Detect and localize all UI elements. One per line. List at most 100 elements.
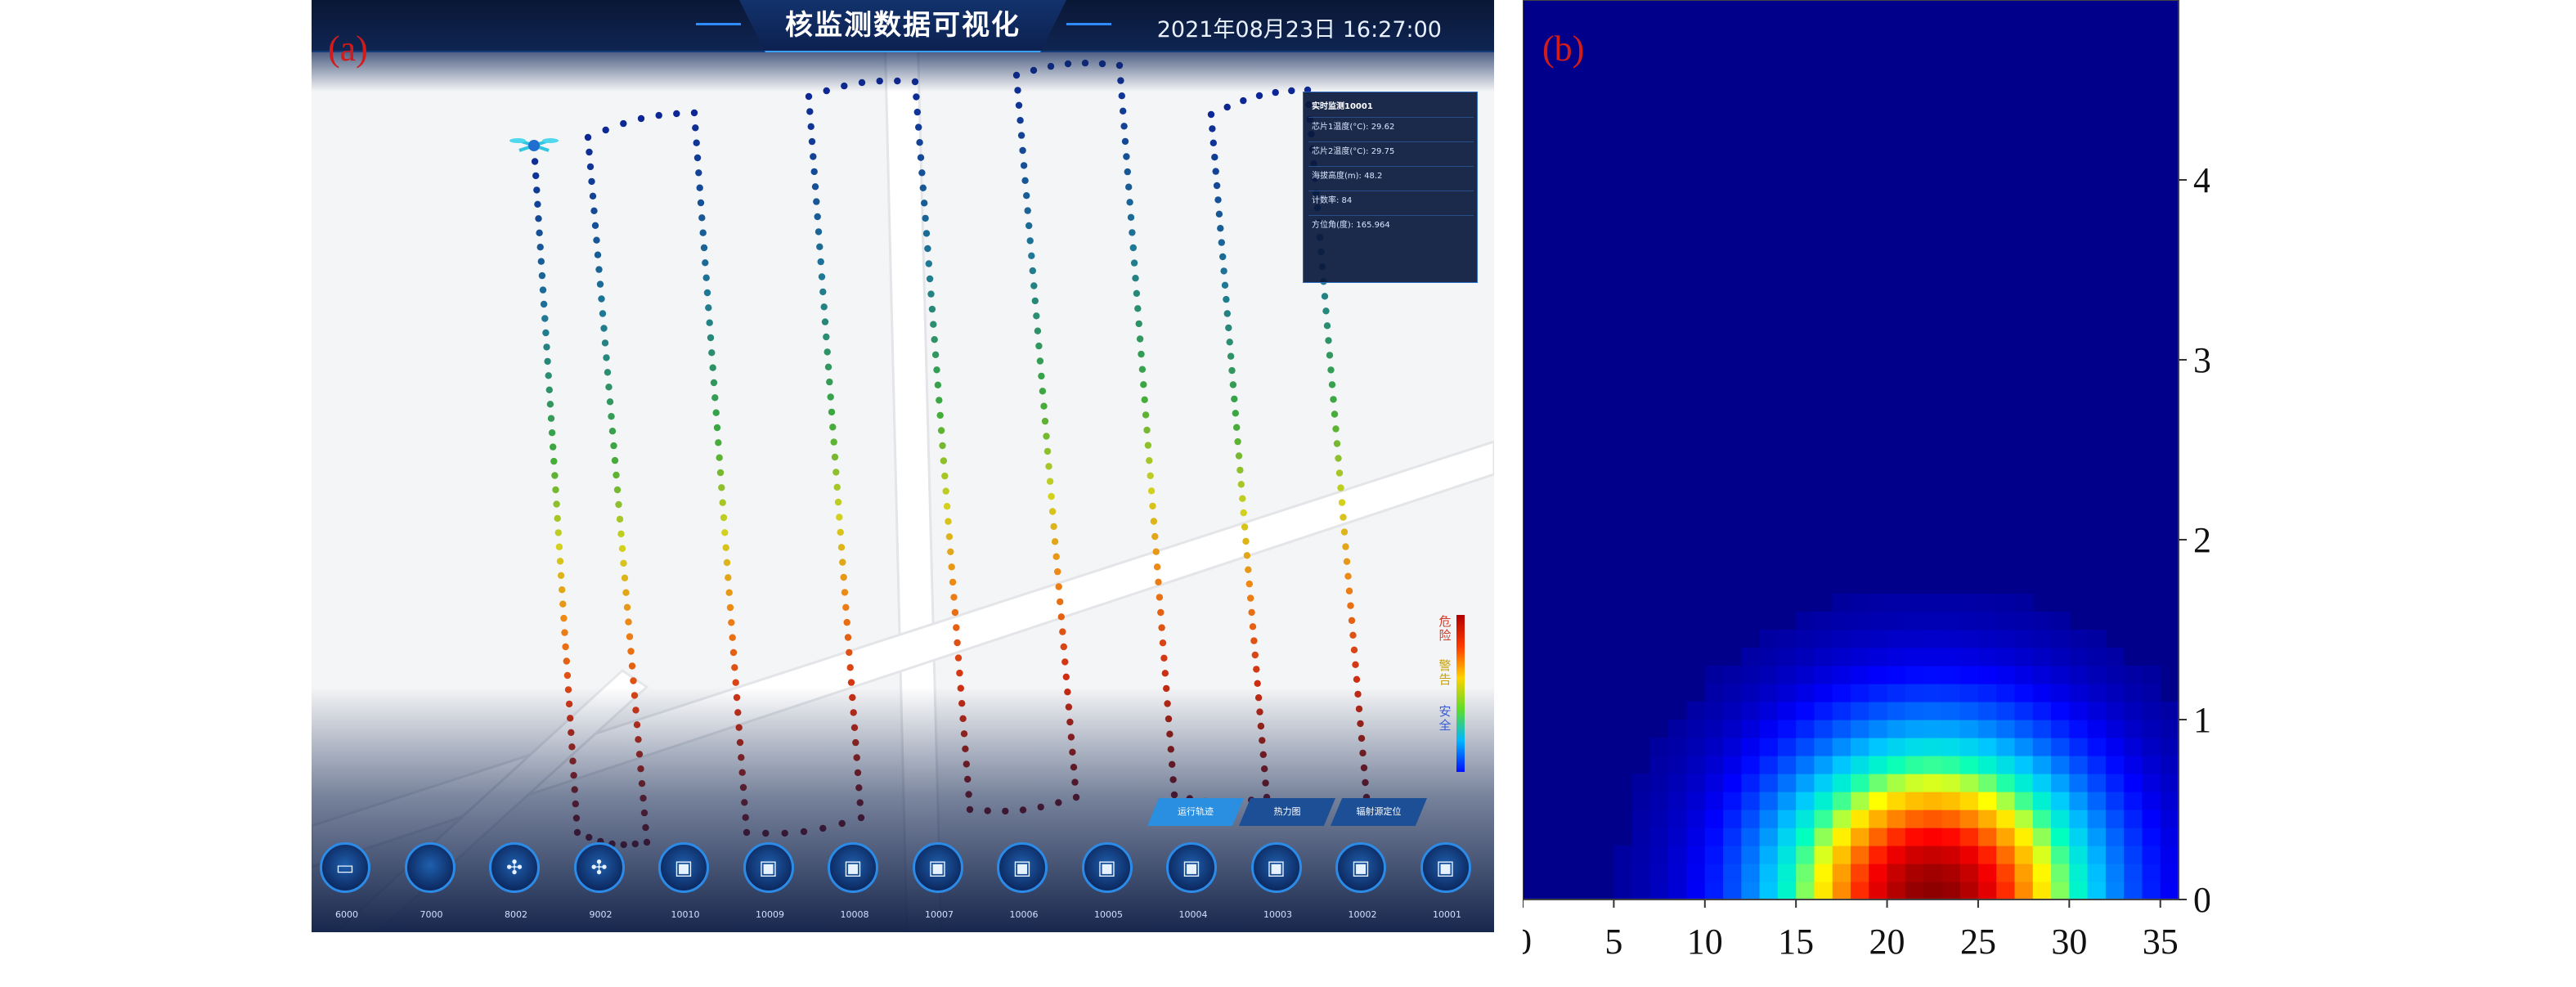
track-point bbox=[608, 428, 617, 435]
heatmap-cell bbox=[1796, 864, 1815, 882]
dock-device-7000[interactable]: 7000 bbox=[402, 842, 462, 929]
heatmap-cell bbox=[1686, 828, 1706, 846]
heatmap-cell bbox=[2014, 612, 2034, 630]
heatmap-cell bbox=[2014, 702, 2034, 720]
dock-device-10004[interactable]: ▣ 10004 bbox=[1163, 842, 1223, 929]
dock-device-10009[interactable]: ▣ 10009 bbox=[740, 842, 801, 929]
heatmap-cell bbox=[1959, 828, 1979, 846]
dock-device-10005[interactable]: ▣ 10005 bbox=[1079, 842, 1139, 929]
dock-device-10001[interactable]: ▣ 10001 bbox=[1417, 842, 1478, 929]
heatmap-cell bbox=[1941, 810, 1961, 828]
track-point bbox=[951, 608, 959, 617]
track-point bbox=[1156, 594, 1164, 601]
radiation-heatmap-chart: 0 5 10 15 20 25 30 35 0 10 20 30 40 bbox=[1523, 0, 2210, 962]
dock-device-circle[interactable]: ▣ bbox=[743, 842, 794, 893]
heatmap-cell bbox=[1631, 792, 1651, 810]
dock-device-circle[interactable]: ▭ bbox=[320, 842, 370, 893]
dock-device-8002[interactable]: ✣ 8002 bbox=[486, 842, 546, 929]
heatmap-cell bbox=[1704, 882, 1724, 900]
heatmap-cell bbox=[1923, 666, 1942, 684]
track-point bbox=[533, 186, 541, 194]
track-point bbox=[950, 594, 958, 601]
dock-device-9002[interactable]: ✣ 9002 bbox=[571, 842, 631, 929]
page-title: 核监测数据可视化 bbox=[785, 9, 1021, 42]
heatmap-cell bbox=[2032, 648, 2052, 666]
heatmap-cell bbox=[1959, 756, 1979, 774]
y-tick-label: 20 bbox=[2193, 520, 2210, 560]
tab-heatmap[interactable]: 热力图 bbox=[1239, 798, 1335, 826]
track-point bbox=[716, 469, 725, 477]
dock-device-circle[interactable]: ▣ bbox=[912, 842, 963, 893]
track-point bbox=[931, 351, 940, 358]
track-point bbox=[728, 619, 735, 626]
heatmap-cell bbox=[1869, 774, 1888, 792]
dock-device-circle[interactable] bbox=[404, 842, 456, 893]
track-point bbox=[846, 664, 854, 671]
heatmap-cell bbox=[1977, 774, 1997, 792]
tab-source-location[interactable]: 辐射源定位 bbox=[1331, 798, 1427, 826]
dock-device-circle[interactable]: ✣ bbox=[573, 842, 625, 893]
heatmap-cell bbox=[1741, 666, 1761, 684]
heatmap-cell bbox=[2014, 666, 2034, 684]
dock-device-circle[interactable]: ▣ bbox=[1250, 842, 1302, 893]
dock-device-10002[interactable]: ▣ 10002 bbox=[1332, 842, 1393, 929]
heatmap-cell bbox=[2160, 810, 2179, 828]
track-point bbox=[828, 408, 836, 416]
heatmap-cell bbox=[2087, 756, 2107, 774]
track-point bbox=[1254, 680, 1261, 687]
realtime-info-panel: 实时监测10001 芯片1温度(°C): 29.62 芯片2温度(°C): 29… bbox=[1303, 92, 1478, 283]
tab-trajectory[interactable]: 运行轨迹 bbox=[1147, 798, 1244, 826]
dock-device-circle[interactable]: ▣ bbox=[1335, 842, 1386, 893]
heatmap-cell bbox=[1887, 846, 1906, 864]
heatmap-cell bbox=[1905, 756, 1924, 774]
heatmap-cell bbox=[1704, 702, 1724, 720]
track-point bbox=[695, 169, 702, 177]
heatmap-cell bbox=[2014, 594, 2034, 612]
heatmap-cell bbox=[1977, 648, 1997, 666]
track-point bbox=[1048, 508, 1057, 515]
track-point bbox=[816, 243, 824, 250]
heatmap-cell bbox=[1759, 666, 1779, 684]
heatmap-cell bbox=[1796, 612, 1815, 630]
track-point bbox=[1223, 103, 1231, 111]
track-point bbox=[1124, 168, 1131, 176]
dock-device-10007[interactable]: ▣ 10007 bbox=[909, 842, 970, 929]
dock-device-circle[interactable]: ▣ bbox=[1081, 842, 1133, 893]
heatmap-cell bbox=[1704, 792, 1724, 810]
y-tick-label: 30 bbox=[2193, 340, 2210, 380]
dock-device-10008[interactable]: ▣ 10008 bbox=[824, 842, 885, 929]
heatmap-cell bbox=[2087, 684, 2107, 702]
dock-device-10006[interactable]: ▣ 10006 bbox=[994, 842, 1054, 929]
track-point bbox=[1146, 457, 1153, 464]
dock-device-circle[interactable]: ▣ bbox=[1420, 842, 1471, 893]
dock-device-circle[interactable]: ▣ bbox=[658, 842, 709, 893]
dock-device-circle[interactable]: ▣ bbox=[997, 842, 1048, 893]
heatmap-cell bbox=[1686, 720, 1706, 738]
heatmap-cell bbox=[1649, 774, 1669, 792]
heatmap-cell bbox=[1832, 738, 1851, 756]
heatmap-cell bbox=[1887, 594, 1906, 612]
track-point bbox=[928, 305, 936, 313]
heatmap-cell bbox=[1869, 864, 1888, 882]
heatmap-cell bbox=[1923, 612, 1942, 630]
heatmap-cell bbox=[1869, 594, 1888, 612]
heatmap-cell bbox=[1996, 702, 2016, 720]
heatmap-cell bbox=[1759, 738, 1779, 756]
track-point bbox=[1041, 417, 1049, 425]
heatmap-cell bbox=[1668, 720, 1688, 738]
track-point bbox=[824, 363, 832, 370]
dock-device-10010[interactable]: ▣ 10010 bbox=[655, 842, 716, 929]
heatmap-cell bbox=[2069, 828, 2089, 846]
dock-device-circle[interactable]: ▣ bbox=[1166, 842, 1217, 893]
drone-marker-icon[interactable] bbox=[509, 138, 559, 152]
heatmap-cell bbox=[1704, 684, 1724, 702]
heatmap-cell bbox=[1631, 864, 1651, 882]
dock-device-10003[interactable]: ▣ 10003 bbox=[1248, 842, 1308, 929]
track-point bbox=[1134, 305, 1142, 312]
heatmap-cell bbox=[1777, 666, 1797, 684]
dock-device-circle[interactable]: ▣ bbox=[828, 842, 878, 893]
dock-device-circle[interactable]: ✣ bbox=[489, 842, 540, 893]
track-point bbox=[1057, 598, 1064, 606]
heatmap-cell bbox=[2160, 738, 2179, 756]
dock-device-6000[interactable]: ▭ 6000 bbox=[316, 842, 377, 929]
